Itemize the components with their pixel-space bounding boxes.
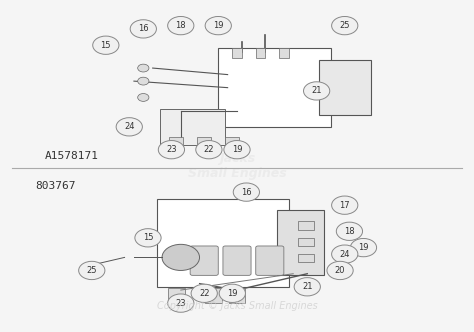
Text: 803767: 803767 (36, 181, 76, 191)
Circle shape (332, 245, 358, 263)
Circle shape (137, 94, 149, 101)
Text: 20: 20 (335, 266, 345, 275)
Text: 24: 24 (124, 122, 135, 131)
Circle shape (332, 196, 358, 214)
Circle shape (327, 261, 353, 280)
Bar (298, 254, 314, 262)
Text: 18: 18 (344, 227, 355, 236)
Circle shape (168, 17, 194, 35)
Circle shape (332, 17, 358, 35)
Circle shape (130, 20, 156, 38)
Text: 16: 16 (241, 188, 252, 197)
Bar (228, 289, 246, 303)
Text: 15: 15 (143, 233, 153, 242)
Circle shape (233, 183, 259, 201)
Circle shape (224, 140, 250, 159)
Circle shape (162, 244, 200, 271)
Text: 16: 16 (138, 24, 149, 34)
Bar (232, 48, 242, 58)
Circle shape (116, 118, 142, 136)
Text: 23: 23 (166, 145, 177, 154)
Circle shape (294, 278, 320, 296)
Circle shape (350, 238, 377, 257)
Text: 21: 21 (302, 282, 312, 291)
Text: 19: 19 (358, 243, 369, 252)
Bar (279, 48, 289, 58)
FancyBboxPatch shape (160, 109, 225, 145)
Circle shape (135, 229, 161, 247)
Circle shape (337, 222, 363, 240)
Circle shape (219, 284, 246, 302)
FancyBboxPatch shape (157, 199, 289, 287)
Bar (225, 137, 239, 150)
Text: 18: 18 (175, 21, 186, 30)
Text: 22: 22 (204, 145, 214, 154)
Text: 19: 19 (227, 289, 237, 298)
Circle shape (191, 284, 217, 302)
Circle shape (158, 140, 184, 159)
Circle shape (137, 77, 149, 85)
Bar (205, 289, 222, 303)
Circle shape (303, 82, 330, 100)
Bar (197, 137, 211, 150)
FancyBboxPatch shape (190, 246, 218, 275)
Text: 17: 17 (339, 201, 350, 210)
Circle shape (137, 64, 149, 72)
FancyBboxPatch shape (223, 246, 251, 275)
Text: 25: 25 (339, 21, 350, 30)
Circle shape (93, 36, 119, 54)
FancyBboxPatch shape (256, 246, 284, 275)
Text: 21: 21 (311, 86, 322, 95)
Text: 15: 15 (100, 41, 111, 50)
FancyBboxPatch shape (218, 48, 331, 127)
FancyBboxPatch shape (277, 210, 324, 275)
Circle shape (205, 17, 231, 35)
Text: 22: 22 (199, 289, 210, 298)
Bar (169, 137, 183, 150)
Text: 19: 19 (232, 145, 242, 154)
Text: 25: 25 (87, 266, 97, 275)
Circle shape (196, 140, 222, 159)
FancyBboxPatch shape (319, 60, 371, 116)
Bar (256, 48, 265, 58)
Text: Jacks
Small Engines: Jacks Small Engines (188, 152, 286, 180)
Bar (298, 221, 314, 230)
Text: A1578171: A1578171 (45, 151, 99, 161)
Text: Copyright © Jacks Small Engines: Copyright © Jacks Small Engines (156, 301, 318, 311)
Circle shape (79, 261, 105, 280)
Bar (168, 289, 184, 303)
Text: 23: 23 (175, 298, 186, 308)
Text: 24: 24 (339, 250, 350, 259)
Text: 19: 19 (213, 21, 224, 30)
Circle shape (168, 294, 194, 312)
Bar (298, 238, 314, 246)
